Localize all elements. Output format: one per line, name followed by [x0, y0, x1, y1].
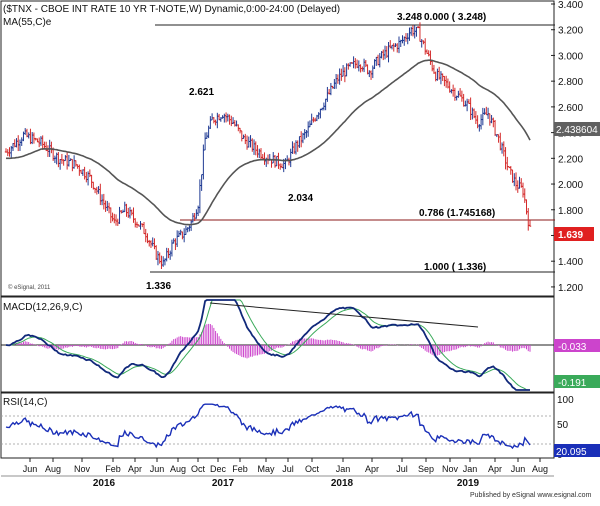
rsi-value-badge: [554, 444, 600, 457]
x-month-label: Jan: [463, 464, 478, 474]
x-month-label: Apr: [128, 464, 142, 474]
x-month-label: Jun: [150, 464, 165, 474]
x-month-label: May: [257, 464, 275, 474]
macd-value-badge: [554, 339, 600, 352]
x-month-label: Feb: [105, 464, 121, 474]
x-month-label: Aug: [170, 464, 186, 474]
peak-label: 2.621: [189, 87, 214, 98]
x-month-label: Jun: [23, 464, 38, 474]
fib-0-label: 0.000 ( 3.248): [424, 12, 486, 23]
price-tick-label: 2.000: [558, 180, 583, 191]
rsi-line: [5, 403, 531, 450]
footer-text: Published by eSignal www.esignal.com: [470, 492, 592, 499]
x-month-label: Apr: [488, 464, 502, 474]
price-tick-label: 1.400: [558, 257, 583, 268]
x-month-label: Nov: [74, 464, 91, 474]
x-year-label: 2017: [212, 478, 235, 489]
price-tick-label: 1.800: [558, 206, 583, 217]
x-month-label: Jan: [336, 464, 351, 474]
x-year-label: 2019: [457, 478, 480, 489]
price-tick-label: 3.200: [558, 26, 583, 37]
price-badge: [554, 227, 594, 241]
rsi-panel: [0, 392, 555, 459]
macd-value-text: -0.033: [558, 342, 587, 353]
price-tick-label: 3.400: [558, 0, 583, 11]
price-bars: [4, 22, 532, 270]
macd-signal-line: [6, 299, 530, 391]
x-month-label: Oct: [305, 464, 320, 474]
rsi-value-text: 20.095: [556, 447, 587, 458]
rsi-tick-50: 50: [557, 420, 569, 431]
price-tick-label: 2.200: [558, 154, 583, 165]
fib-1-label: 1.000 ( 1.336): [424, 262, 486, 273]
signal-value-badge: [554, 375, 600, 388]
rsi-tick-100: 100: [557, 395, 574, 406]
price-tick-label: 2.800: [558, 77, 583, 88]
high-label: 3.248: [397, 12, 422, 23]
x-month-label: Jul: [396, 464, 408, 474]
price-tick-label: 2.600: [558, 103, 583, 114]
fib-786-label: 0.786 (1.745168): [419, 208, 495, 219]
x-month-label: Jun: [511, 464, 526, 474]
moving-average-line: [6, 59, 531, 226]
ma-legend: MA(55,C)e: [3, 17, 52, 28]
x-year-label: 2016: [93, 478, 116, 489]
price-panel: [0, 0, 555, 297]
rsi-label: RSI(14,C): [3, 397, 47, 408]
signal-value-text: -0.191: [558, 378, 587, 389]
x-axis: Jun Aug Nov Feb Apr Jun Aug Oct Dec Feb May Jul Oct J…: [1, 458, 554, 489]
price-value-text: 1.639: [558, 230, 583, 241]
macd-line: [5, 299, 530, 391]
low-label: 1.336: [146, 281, 171, 292]
x-year-label: 2018: [331, 478, 354, 489]
price-axis: 3.4003.2003.0002.8002.6002.4002.2002.000…: [551, 0, 583, 294]
x-month-label: Apr: [365, 464, 379, 474]
ma-value-badge: [554, 122, 600, 136]
copyright-text: © eSignal, 2011: [8, 284, 51, 291]
price-tick-label: 1.200: [558, 283, 583, 294]
x-month-label: Feb: [232, 464, 248, 474]
macd-trendline: [209, 302, 479, 328]
x-month-label: Oct: [191, 464, 206, 474]
x-month-label: Aug: [45, 464, 61, 474]
price-tick-label: 3.000: [558, 51, 583, 62]
x-month-label: Dec: [210, 464, 227, 474]
trough-label: 2.034: [288, 193, 313, 204]
macd-label: MACD(12,26,9,C): [3, 302, 82, 313]
ma-value-text: 2.438604: [556, 125, 598, 136]
x-month-label: Nov: [442, 464, 459, 474]
x-month-label: Jul: [282, 464, 294, 474]
chart-title: ($TNX - CBOE INT RATE 10 YR T-NOTE,W) Dy…: [3, 4, 340, 15]
x-month-label: Aug: [532, 464, 548, 474]
x-month-label: Sep: [418, 464, 434, 474]
